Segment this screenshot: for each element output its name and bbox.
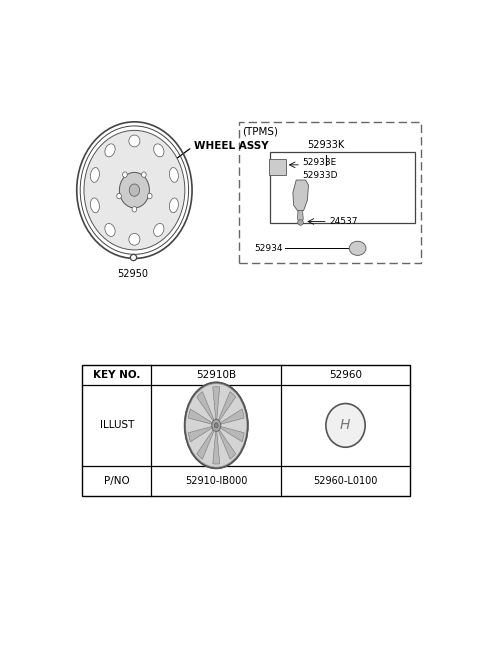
Circle shape bbox=[215, 423, 218, 428]
Text: 52933K: 52933K bbox=[307, 139, 345, 150]
Text: KEY NO.: KEY NO. bbox=[93, 370, 141, 380]
Text: $\mathit{H}$: $\mathit{H}$ bbox=[339, 419, 351, 432]
Ellipse shape bbox=[105, 144, 115, 157]
Text: 52933E: 52933E bbox=[302, 158, 337, 168]
Polygon shape bbox=[293, 180, 309, 212]
Polygon shape bbox=[213, 432, 220, 464]
Text: 52934: 52934 bbox=[254, 244, 282, 253]
Bar bbox=[239, 122, 421, 263]
Ellipse shape bbox=[105, 223, 115, 237]
Ellipse shape bbox=[129, 233, 140, 245]
Ellipse shape bbox=[120, 172, 149, 208]
Ellipse shape bbox=[169, 198, 179, 213]
Polygon shape bbox=[213, 387, 220, 419]
Bar bbox=[83, 365, 409, 496]
Ellipse shape bbox=[142, 172, 146, 177]
Polygon shape bbox=[218, 430, 236, 459]
Ellipse shape bbox=[154, 144, 164, 157]
Polygon shape bbox=[197, 392, 214, 420]
Ellipse shape bbox=[154, 223, 164, 237]
Polygon shape bbox=[188, 409, 212, 424]
Ellipse shape bbox=[326, 403, 365, 447]
Ellipse shape bbox=[84, 130, 185, 250]
Ellipse shape bbox=[349, 241, 366, 256]
Text: ILLUST: ILLUST bbox=[99, 420, 134, 430]
Polygon shape bbox=[220, 409, 244, 424]
Polygon shape bbox=[197, 430, 214, 459]
Ellipse shape bbox=[129, 184, 140, 196]
Bar bbox=[270, 152, 415, 223]
Text: 52960: 52960 bbox=[329, 370, 362, 380]
Text: 52910B: 52910B bbox=[196, 370, 236, 380]
Text: 52933D: 52933D bbox=[302, 171, 338, 181]
Bar bbox=[269, 159, 286, 175]
Ellipse shape bbox=[117, 193, 121, 199]
Circle shape bbox=[185, 382, 248, 468]
Ellipse shape bbox=[132, 206, 137, 212]
Polygon shape bbox=[218, 392, 236, 420]
Text: 52960-L0100: 52960-L0100 bbox=[313, 476, 378, 486]
Text: 24537: 24537 bbox=[329, 217, 358, 226]
Text: WHEEL ASSY: WHEEL ASSY bbox=[194, 141, 268, 150]
Text: 52910-IB000: 52910-IB000 bbox=[185, 476, 247, 486]
Polygon shape bbox=[220, 426, 244, 442]
Ellipse shape bbox=[147, 193, 152, 199]
Text: (TPMS): (TPMS) bbox=[242, 127, 278, 137]
Polygon shape bbox=[188, 426, 212, 442]
Ellipse shape bbox=[90, 198, 99, 213]
Text: P/NO: P/NO bbox=[104, 476, 130, 486]
Ellipse shape bbox=[169, 168, 179, 182]
Ellipse shape bbox=[122, 172, 127, 177]
Polygon shape bbox=[297, 210, 303, 223]
Circle shape bbox=[212, 419, 221, 432]
Ellipse shape bbox=[129, 135, 140, 147]
Ellipse shape bbox=[90, 168, 99, 182]
Text: 52950: 52950 bbox=[117, 269, 148, 279]
